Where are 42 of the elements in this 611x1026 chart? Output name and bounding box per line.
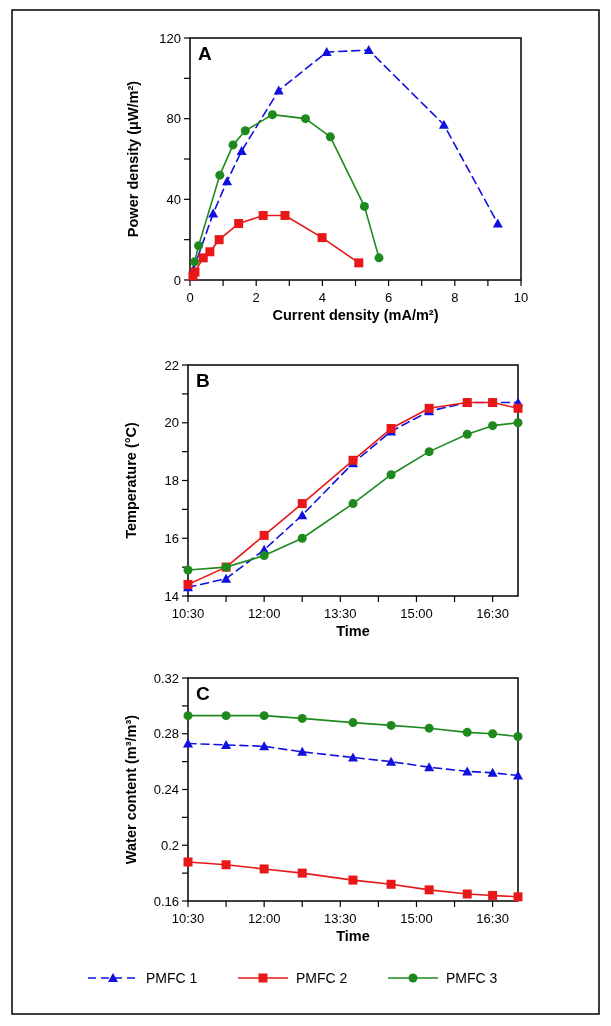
x-tick-label: 6 xyxy=(384,290,393,305)
y-tick-label: 18 xyxy=(164,473,179,488)
legend-label: PMFC 2 xyxy=(296,970,348,986)
x-tick-label: 10:30 xyxy=(171,911,205,926)
y-axis-title: Power density (μW/m²) xyxy=(125,80,141,238)
y-tick-label: 120 xyxy=(159,30,181,46)
y-tick-label: 0.28 xyxy=(153,726,179,742)
y-tick-label: 0.2 xyxy=(160,837,179,853)
x-tick-label: 8 xyxy=(451,290,459,305)
y-tick-label: 40 xyxy=(166,191,181,207)
x-tick-label: 0 xyxy=(186,290,194,305)
x-tick-label: 2 xyxy=(252,290,260,305)
x-axis-title: Time xyxy=(336,623,370,639)
x-tick-label: 10:30 xyxy=(171,606,205,621)
x-tick-label: 16:30 xyxy=(476,911,509,926)
y-tick-label: 20 xyxy=(164,415,179,431)
chart-title: A xyxy=(198,43,212,64)
y-tick-label: 16 xyxy=(164,530,179,546)
x-tick-label: 10 xyxy=(513,290,529,305)
x-tick-label: 12:00 xyxy=(247,911,281,926)
legend-label: PMFC 1 xyxy=(146,970,198,986)
y-tick-label: 80 xyxy=(166,111,181,127)
y-tick-label: 22 xyxy=(164,357,179,373)
x-axis-title: Current density (mA/m²) xyxy=(272,307,439,323)
y-tick-label: 0.32 xyxy=(153,670,179,686)
x-tick-label: 16:30 xyxy=(476,606,509,621)
x-tick-label: 15:00 xyxy=(400,911,433,926)
y-axis-title: Temperature (°C) xyxy=(123,421,139,539)
y-axis-title: Water content (m³/m³) xyxy=(123,714,139,865)
x-tick-label: 12:00 xyxy=(247,606,281,621)
chart-title: B xyxy=(196,370,210,391)
x-tick-label: 15:00 xyxy=(400,606,433,621)
x-axis-title: Time xyxy=(336,928,370,944)
legend-label: PMFC 3 xyxy=(446,970,498,986)
y-tick-label: 0.24 xyxy=(153,782,179,797)
y-tick-label: 0.16 xyxy=(153,893,179,909)
x-tick-label: 13:30 xyxy=(324,911,357,926)
x-tick-label: 13:30 xyxy=(324,606,357,621)
y-tick-label: 0 xyxy=(173,272,181,288)
y-tick-label: 14 xyxy=(164,588,179,604)
chart-title: C xyxy=(196,683,210,704)
x-tick-label: 4 xyxy=(318,290,327,305)
